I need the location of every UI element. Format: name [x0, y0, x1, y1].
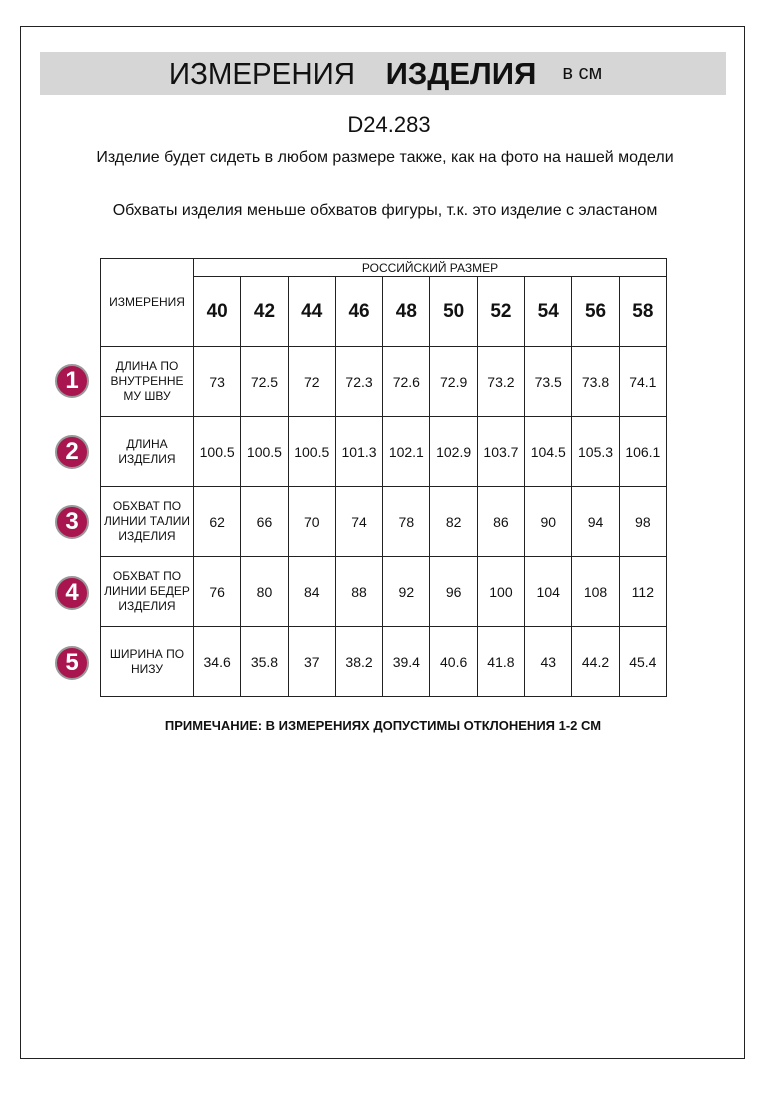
cell-value: 102.9	[429, 416, 478, 487]
sizes-row: 40 42 44 46 48 50 52 54 56 58	[101, 276, 668, 347]
cell-value: 104	[524, 556, 573, 627]
cell-value: 41.8	[476, 626, 526, 697]
cell-value: 45.4	[618, 626, 668, 697]
row-label: ОБХВАТ ПО ЛИНИИ БЕДЕР ИЗДЕЛИЯ	[100, 556, 194, 627]
cell-value: 96	[429, 556, 478, 627]
table-row: ОБХВАТ ПО ЛИНИИ ТАЛИИ ИЗДЕЛИЯ 62 66 70 74 78 8…	[100, 486, 668, 557]
table-row: ДЛИНА ПО ВНУТРЕННЕ МУ ШВУ 73 72.5 72 72.3 72.…	[100, 346, 668, 417]
cell-value: 80	[240, 556, 289, 627]
title-part1: ИЗМЕРЕНИЯ	[168, 55, 355, 91]
table-row: ДЛИНА ИЗДЕЛИЯ 100.5 100.5 100.5 101.3 102.1 10…	[100, 416, 668, 487]
footnote: ПРИМЕЧАНИЕ: В ИЗМЕРЕНИЯХ ДОПУСТИМЫ ОТКЛО…	[164, 718, 602, 733]
cell-value: 43	[524, 626, 573, 697]
size-58: 58	[618, 276, 668, 347]
cell-value: 92	[382, 556, 431, 627]
cell-value: 100.5	[287, 416, 336, 487]
size-48: 48	[382, 276, 431, 347]
cell-value: 100	[476, 556, 526, 627]
row-number-badge: 1	[55, 364, 89, 398]
cell-value: 98	[618, 486, 668, 557]
table-row: ОБХВАТ ПО ЛИНИИ БЕДЕР ИЗДЕЛИЯ 76 80 84 88 92 9…	[100, 556, 668, 627]
article-code: D24.283	[347, 112, 431, 137]
row-label: ДЛИНА ПО ВНУТРЕННЕ МУ ШВУ	[100, 346, 194, 417]
cell-value: 100.5	[192, 416, 242, 487]
size-42: 42	[240, 276, 289, 347]
title-part2: ИЗДЕЛИЯ	[385, 55, 537, 91]
cell-value: 90	[524, 486, 573, 557]
size-table: ИЗМЕРЕНИЯ РОССИЙСКИЙ РАЗМЕР 40 42 44 46 48 50…	[100, 258, 668, 697]
size-50: 50	[429, 276, 478, 347]
cell-value: 72.9	[429, 346, 478, 417]
cell-value: 106.1	[618, 416, 668, 487]
cell-value: 62	[192, 486, 242, 557]
cell-value: 34.6	[192, 626, 242, 697]
cell-value: 44.2	[571, 626, 620, 697]
elastane-note: Обхваты изделия меньше обхватов фигуры, …	[112, 202, 658, 219]
cell-value: 73.2	[476, 346, 526, 417]
cell-value: 72.5	[240, 346, 289, 417]
row-number-badge: 4	[55, 575, 89, 610]
measure-header: ИЗМЕРЕНИЯ	[100, 258, 194, 347]
cell-value: 101.3	[334, 416, 384, 487]
row-label: ДЛИНА ИЗДЕЛИЯ	[100, 416, 194, 487]
cell-value: 73	[192, 346, 242, 417]
cell-value: 84	[287, 556, 336, 627]
page-frame	[20, 26, 745, 1059]
size-54: 54	[524, 276, 573, 347]
cell-value: 72	[287, 346, 336, 417]
cell-value: 72.6	[382, 346, 431, 417]
cell-value: 39.4	[382, 626, 431, 697]
row-number-badge: 2	[55, 434, 89, 469]
cell-value: 94	[571, 486, 620, 557]
size-header: РОССИЙСКИЙ РАЗМЕР	[193, 258, 667, 277]
cell-value: 76	[192, 556, 242, 627]
cell-value: 73.5	[524, 346, 573, 417]
cell-value: 74.1	[618, 346, 668, 417]
cell-value: 103.7	[476, 416, 526, 487]
cell-value: 78	[382, 486, 431, 557]
cell-value: 35.8	[240, 626, 289, 697]
cell-value: 104.5	[524, 416, 573, 487]
cell-value: 112	[618, 556, 668, 627]
cell-value: 82	[429, 486, 478, 557]
cell-value: 102.1	[382, 416, 431, 487]
row-label: ШИРИНА ПО НИЗУ	[100, 626, 194, 697]
title-unit: в см	[562, 62, 603, 84]
size-44: 44	[287, 276, 336, 347]
cell-value: 37	[287, 626, 336, 697]
cell-value: 73.8	[571, 346, 620, 417]
cell-value: 70	[287, 486, 336, 557]
size-46: 46	[334, 276, 384, 347]
cell-value: 105.3	[571, 416, 620, 487]
table-row: ШИРИНА ПО НИЗУ 34.6 35.8 37 38.2 39.4 40.6 41.8…	[100, 626, 668, 697]
cell-value: 86	[476, 486, 526, 557]
title-banner: ИЗМЕРЕНИЯ ИЗДЕЛИЯ в см	[40, 52, 726, 95]
cell-value: 66	[240, 486, 289, 557]
cell-value: 108	[571, 556, 620, 627]
row-number-badge: 3	[55, 505, 89, 539]
fit-note: Изделие будет сидеть в любом размере так…	[96, 149, 674, 166]
size-52: 52	[476, 276, 526, 347]
row-number-badge: 5	[55, 646, 89, 680]
cell-value: 74	[334, 486, 384, 557]
cell-value: 88	[334, 556, 384, 627]
size-56: 56	[571, 276, 620, 347]
cell-value: 100.5	[240, 416, 289, 487]
cell-value: 38.2	[334, 626, 384, 697]
size-40: 40	[192, 276, 242, 347]
row-label: ОБХВАТ ПО ЛИНИИ ТАЛИИ ИЗДЕЛИЯ	[100, 486, 194, 557]
cell-value: 72.3	[334, 346, 384, 417]
cell-value: 40.6	[429, 626, 478, 697]
